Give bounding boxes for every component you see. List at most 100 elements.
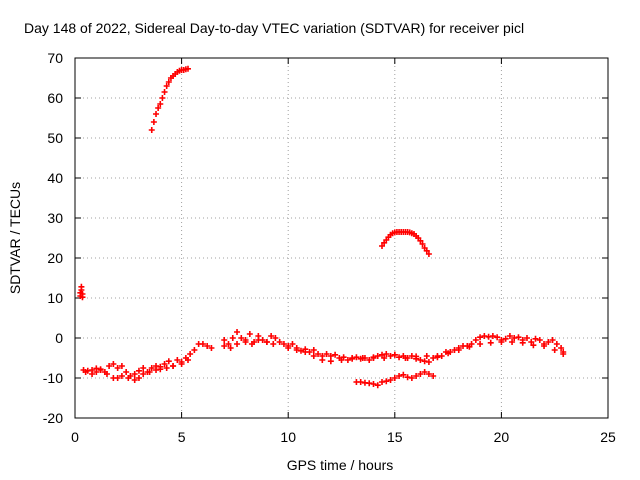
data-point: [246, 331, 253, 337]
data-point: [163, 83, 170, 89]
x-tick-label: 25: [600, 429, 616, 445]
data-point: [383, 351, 390, 357]
data-point: [125, 375, 132, 381]
data-point: [174, 357, 181, 363]
data-point: [227, 345, 234, 351]
data-point: [455, 347, 462, 353]
data-points: [77, 65, 567, 389]
data-point: [430, 373, 437, 379]
data-point: [425, 371, 432, 377]
data-point: [229, 335, 236, 341]
data-point: [268, 333, 275, 339]
data-point: [400, 371, 407, 378]
y-tick-label: 40: [47, 170, 63, 186]
data-point: [150, 119, 157, 125]
data-point: [319, 357, 326, 363]
data-point: [434, 353, 441, 359]
data-point: [184, 357, 191, 363]
data-point: [118, 363, 125, 369]
data-point: [165, 79, 172, 85]
data-point: [131, 377, 138, 383]
data-point: [242, 339, 249, 345]
data-point: [425, 359, 432, 365]
data-point: [560, 351, 567, 357]
data-point: [423, 353, 430, 359]
data-point: [445, 350, 452, 357]
data-point: [553, 341, 560, 347]
data-point: [374, 382, 381, 389]
x-tick-label: 0: [71, 429, 79, 445]
data-point: [79, 294, 86, 301]
data-point: [551, 347, 558, 353]
data-point: [78, 283, 85, 290]
y-tick-label: 60: [47, 90, 63, 106]
data-point: [506, 333, 513, 339]
data-point: [153, 111, 160, 117]
data-point: [530, 342, 537, 349]
data-point: [472, 337, 479, 343]
data-point: [391, 375, 398, 381]
series-high-arc: [148, 65, 191, 133]
data-point: [494, 334, 501, 341]
data-point: [225, 341, 232, 347]
data-point: [523, 335, 530, 341]
data-point: [161, 361, 168, 367]
data-point: [421, 369, 428, 375]
data-point: [178, 361, 185, 367]
data-point: [359, 355, 366, 361]
data-point: [155, 105, 162, 111]
data-point: [161, 89, 168, 95]
data-point: [114, 365, 121, 371]
data-point: [221, 337, 228, 343]
x-tick-label: 20: [494, 429, 510, 445]
data-point: [353, 354, 360, 361]
data-point: [187, 351, 194, 357]
data-point: [344, 357, 351, 363]
y-axis-label: SDTVAR / TECUs: [7, 182, 23, 294]
data-point: [204, 343, 211, 349]
data-point: [332, 351, 339, 358]
data-point: [338, 357, 345, 363]
y-tick-label: 10: [47, 290, 63, 306]
data-point: [310, 353, 317, 359]
x-axis-ticks: 0 5 10 15 20 25: [71, 58, 616, 445]
data-point: [396, 373, 403, 379]
chart-title: Day 148 of 2022, Sidereal Day-to-day VTE…: [24, 20, 524, 36]
data-point: [509, 339, 516, 345]
data-point: [408, 375, 415, 381]
y-tick-label: -20: [43, 410, 63, 426]
data-point: [248, 341, 255, 347]
data-point: [82, 369, 89, 375]
data-point: [419, 241, 426, 247]
data-point: [148, 127, 155, 133]
data-point: [417, 371, 424, 377]
grid-lines: [75, 58, 608, 418]
y-tick-label: 20: [47, 250, 63, 266]
data-point: [327, 358, 334, 365]
data-point: [387, 353, 394, 359]
data-point: [114, 375, 121, 381]
data-point: [528, 339, 535, 345]
y-tick-label: -10: [43, 370, 63, 386]
data-point: [381, 355, 388, 361]
data-point: [417, 357, 424, 363]
data-point: [302, 349, 309, 355]
data-point: [327, 353, 334, 359]
plot-frame: [74, 57, 609, 419]
data-point: [536, 337, 543, 343]
data-point: [191, 347, 198, 353]
data-point: [280, 341, 287, 347]
data-point: [140, 371, 147, 377]
data-point: [417, 237, 424, 244]
data-point: [221, 343, 228, 349]
data-point: [477, 341, 484, 347]
y-tick-label: 0: [55, 330, 63, 346]
x-tick-label: 10: [280, 429, 296, 445]
data-point: [374, 353, 381, 359]
data-point: [391, 351, 398, 358]
data-point: [276, 339, 283, 345]
data-point: [135, 367, 142, 374]
data-point: [272, 335, 279, 341]
data-point: [315, 351, 322, 357]
data-point: [103, 371, 110, 377]
